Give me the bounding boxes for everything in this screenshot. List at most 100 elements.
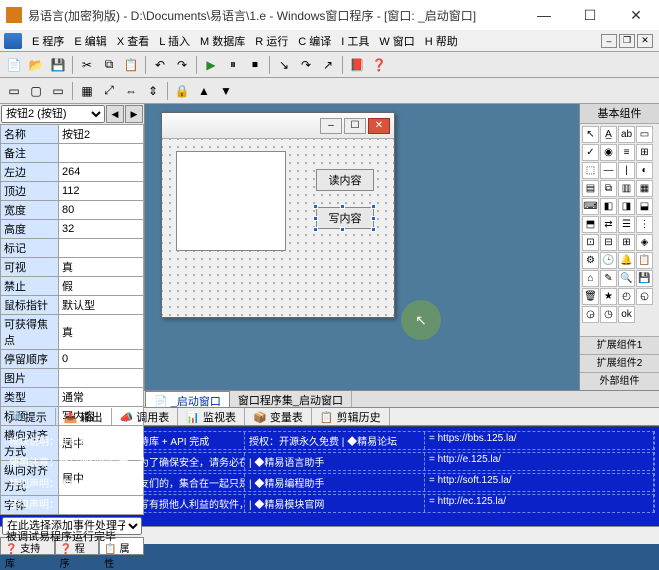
- prop-value[interactable]: 真: [59, 315, 144, 350]
- component-icon[interactable]: ★: [600, 288, 617, 305]
- component-icon[interactable]: ⧉: [600, 180, 617, 197]
- lock-icon[interactable]: 🔒: [172, 81, 192, 101]
- prop-value[interactable]: 按钮2: [59, 125, 144, 144]
- edit-control[interactable]: [176, 151, 286, 251]
- component-icon[interactable]: ◐: [636, 162, 653, 179]
- ext-tab[interactable]: 扩展组件1: [580, 336, 659, 354]
- selection-handle[interactable]: [313, 204, 318, 209]
- component-icon[interactable]: ⊟: [600, 234, 617, 251]
- menu-item[interactable]: W 窗口: [377, 31, 416, 51]
- component-icon[interactable]: ⚙: [582, 252, 599, 269]
- selection-handle[interactable]: [340, 204, 345, 209]
- component-icon[interactable]: ◧: [600, 198, 617, 215]
- component-icon[interactable]: ⬚: [582, 162, 599, 179]
- stop-icon[interactable]: ⏹: [245, 55, 265, 75]
- tab-output[interactable]: 📤 输出: [56, 408, 112, 425]
- align-right-icon[interactable]: ▭: [48, 81, 68, 101]
- dist-h-icon[interactable]: ⇔: [121, 81, 141, 101]
- button-write[interactable]: 写内容: [316, 207, 374, 229]
- pause-icon[interactable]: ⏸: [223, 55, 243, 75]
- component-icon[interactable]: ☰: [618, 216, 635, 233]
- component-icon[interactable]: 📋: [636, 252, 653, 269]
- dist-v-icon[interactable]: ⇕: [143, 81, 163, 101]
- undo-icon[interactable]: ↶: [150, 55, 170, 75]
- component-icon[interactable]: 🔔: [618, 252, 635, 269]
- tab-vars[interactable]: 📦 变量表: [245, 408, 312, 425]
- close-button[interactable]: ✕: [613, 0, 659, 30]
- minimize-button[interactable]: —: [521, 0, 567, 30]
- ext-tab[interactable]: 扩展组件2: [580, 354, 659, 372]
- align-left-icon[interactable]: ▭: [4, 81, 24, 101]
- design-surface[interactable]: – ☐ ✕ 读内容 写内容 ↖: [145, 104, 579, 390]
- component-icon[interactable]: ⋮: [636, 216, 653, 233]
- menu-item[interactable]: M 数据库: [198, 31, 247, 51]
- component-icon[interactable]: ▦: [636, 180, 653, 197]
- component-icon[interactable]: ◵: [636, 288, 653, 305]
- component-icon[interactable]: ok: [618, 306, 635, 323]
- component-icon[interactable]: ⌂: [582, 270, 599, 287]
- step-over-icon[interactable]: ↷: [296, 55, 316, 75]
- component-icon[interactable]: ↖: [582, 126, 599, 143]
- menu-item[interactable]: E 编辑: [72, 31, 108, 51]
- component-icon[interactable]: ◈: [636, 234, 653, 251]
- component-icon[interactable]: ▭: [636, 126, 653, 143]
- mdi-restore-icon[interactable]: ❐: [619, 34, 635, 48]
- component-icon[interactable]: ⬓: [636, 198, 653, 215]
- prop-value[interactable]: 默认型: [59, 296, 144, 315]
- component-icon[interactable]: 💾: [636, 270, 653, 287]
- resize-icon[interactable]: ⤢: [99, 81, 119, 101]
- tab-calls[interactable]: 📣 调用表: [112, 408, 179, 425]
- component-icon[interactable]: |: [618, 162, 635, 179]
- menu-item[interactable]: X 查看: [115, 31, 151, 51]
- component-icon[interactable]: 🗑: [582, 288, 599, 305]
- mdi-close-icon[interactable]: ✕: [637, 34, 653, 48]
- prop-value[interactable]: 80: [59, 201, 144, 220]
- cut-icon[interactable]: ✂: [77, 55, 97, 75]
- front-icon[interactable]: ▲: [194, 81, 214, 101]
- new-icon[interactable]: 📄: [4, 55, 24, 75]
- prop-value[interactable]: 32: [59, 220, 144, 239]
- component-icon[interactable]: 🕒: [600, 252, 617, 269]
- component-icon[interactable]: ⇄: [600, 216, 617, 233]
- component-icon[interactable]: ◨: [618, 198, 635, 215]
- form-minimize-icon[interactable]: –: [320, 118, 342, 134]
- prop-value[interactable]: 112: [59, 182, 144, 201]
- component-icon[interactable]: ⊡: [582, 234, 599, 251]
- mdi-minimize-icon[interactable]: –: [601, 34, 617, 48]
- prop-value[interactable]: [59, 144, 144, 163]
- prop-value[interactable]: 真: [59, 258, 144, 277]
- selection-handle[interactable]: [371, 227, 376, 232]
- prop-value[interactable]: [59, 369, 144, 388]
- component-icon[interactable]: ✎: [600, 270, 617, 287]
- step-icon[interactable]: ↘: [274, 55, 294, 75]
- help-icon[interactable]: ❓: [369, 55, 389, 75]
- selection-handle[interactable]: [371, 204, 376, 209]
- menu-item[interactable]: H 帮助: [423, 31, 460, 51]
- menu-item[interactable]: E 程序: [30, 31, 66, 51]
- component-icon[interactable]: ⬒: [582, 216, 599, 233]
- back-icon[interactable]: ▼: [216, 81, 236, 101]
- align-center-icon[interactable]: ▢: [26, 81, 46, 101]
- copy-icon[interactable]: ⧉: [99, 55, 119, 75]
- component-icon[interactable]: ≡: [618, 144, 635, 161]
- book-icon[interactable]: 📕: [347, 55, 367, 75]
- tab-hint[interactable]: 🔎 提示: [0, 408, 56, 425]
- tab-window[interactable]: 📄 _启动窗口: [145, 391, 230, 407]
- save-icon[interactable]: 💾: [48, 55, 68, 75]
- run-icon[interactable]: ▶: [201, 55, 221, 75]
- grid-icon[interactable]: ▦: [77, 81, 97, 101]
- open-icon[interactable]: 📂: [26, 55, 46, 75]
- tab-watch[interactable]: 📊 监视表: [178, 408, 245, 425]
- maximize-button[interactable]: ☐: [567, 0, 613, 30]
- component-icon[interactable]: ◶: [582, 306, 599, 323]
- menu-item[interactable]: I 工具: [339, 31, 371, 51]
- prev-object-icon[interactable]: ◀: [106, 105, 124, 123]
- component-icon[interactable]: ◷: [600, 306, 617, 323]
- ext-tab[interactable]: 外部组件: [580, 372, 659, 390]
- component-icon[interactable]: A̲: [600, 126, 617, 143]
- prop-value[interactable]: 264: [59, 163, 144, 182]
- redo-icon[interactable]: ↷: [172, 55, 192, 75]
- form-body[interactable]: 读内容 写内容: [162, 139, 394, 317]
- tab-clip[interactable]: 📋 剪辑历史: [312, 408, 390, 425]
- selection-handle[interactable]: [371, 216, 376, 221]
